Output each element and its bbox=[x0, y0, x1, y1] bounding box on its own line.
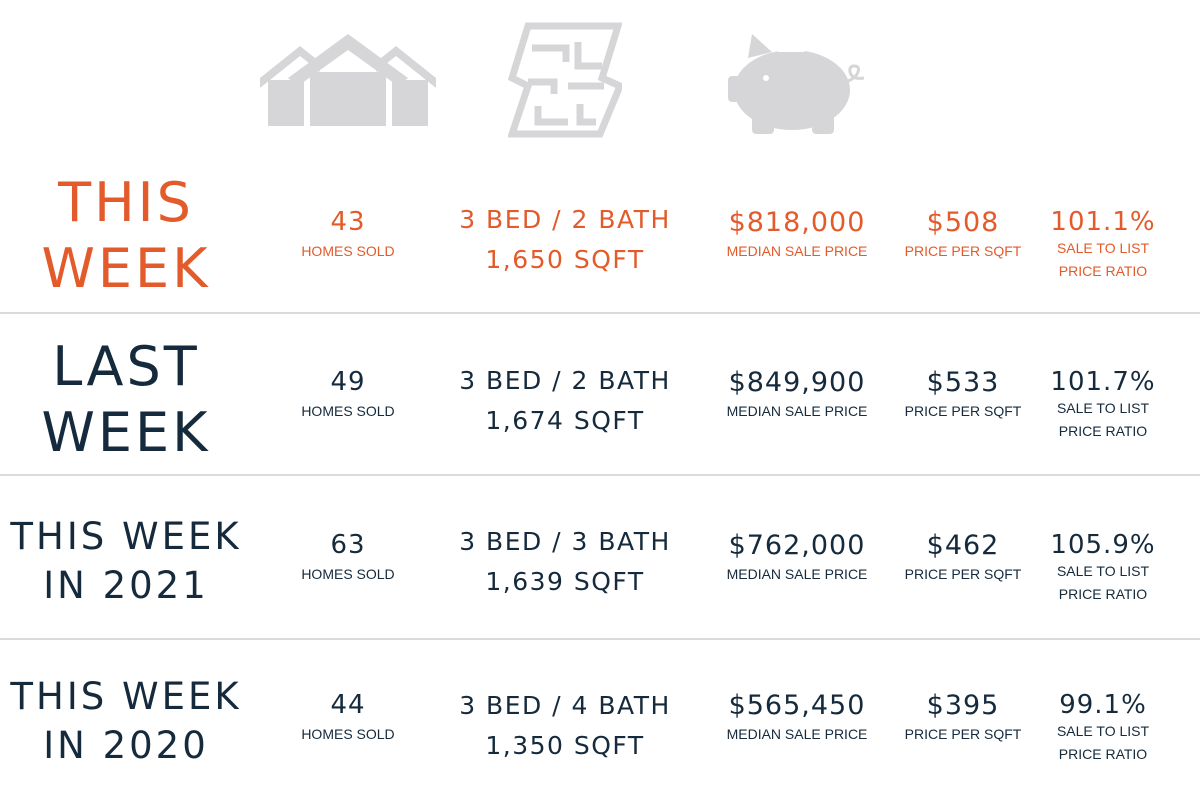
sqft-value: 1,674 SQFT bbox=[485, 406, 645, 435]
price-per-sqft-value: $462 bbox=[926, 530, 1000, 561]
icon-header bbox=[0, 0, 1200, 150]
piggy-bank-icon bbox=[726, 30, 870, 138]
row-title-line1: LAST bbox=[52, 335, 200, 398]
bed-bath-value: 3 BED / 2 BATH bbox=[459, 366, 671, 395]
median-price-cell: $818,000 MEDIAN SALE PRICE bbox=[712, 209, 882, 261]
sale-to-list-cell: 99.1% SALE TO LIST PRICE RATIO bbox=[1040, 692, 1166, 764]
homes-sold-value: 43 bbox=[330, 207, 366, 237]
median-price-label: MEDIAN SALE PRICE bbox=[726, 243, 868, 259]
row-this-week-2021: THIS WEEK IN 2021 63 HOMES SOLD 3 BED / … bbox=[0, 476, 1200, 638]
row-title-line1: THIS WEEK bbox=[10, 675, 242, 718]
bed-bath-cell: 3 BED / 3 BATH 1,639 SQFT bbox=[440, 529, 690, 594]
median-price-label: MEDIAN SALE PRICE bbox=[726, 403, 868, 419]
median-price-value: $762,000 bbox=[728, 530, 866, 561]
sale-to-list-value: 101.1% bbox=[1050, 207, 1156, 237]
row-last-week: LAST WEEK 49 HOMES SOLD 3 BED / 2 BATH 1… bbox=[0, 314, 1200, 474]
homes-sold-value: 63 bbox=[330, 530, 366, 560]
row-divider bbox=[0, 312, 1200, 314]
sale-to-list-label-2: PRICE RATIO bbox=[1058, 263, 1148, 279]
price-per-sqft-value: $508 bbox=[926, 207, 1000, 238]
row-title-line2: WEEK bbox=[41, 237, 211, 300]
row-title-line1: THIS WEEK bbox=[10, 515, 242, 558]
row-title: THIS WEEK bbox=[0, 176, 252, 296]
homes-sold-label: HOMES SOLD bbox=[301, 726, 395, 742]
sqft-value: 1,650 SQFT bbox=[485, 245, 645, 274]
row-title: LAST WEEK bbox=[0, 340, 252, 460]
sale-to-list-cell: 105.9% SALE TO LIST PRICE RATIO bbox=[1040, 532, 1166, 604]
price-per-sqft-value: $533 bbox=[926, 367, 1000, 398]
sale-to-list-value: 105.9% bbox=[1050, 530, 1156, 560]
sale-to-list-cell: 101.7% SALE TO LIST PRICE RATIO bbox=[1040, 369, 1166, 441]
homes-sold-label: HOMES SOLD bbox=[301, 403, 395, 419]
bed-bath-value: 3 BED / 4 BATH bbox=[459, 691, 671, 720]
homes-sold-cell: 43 HOMES SOLD bbox=[288, 209, 408, 261]
median-price-cell: $849,900 MEDIAN SALE PRICE bbox=[712, 369, 882, 421]
houses-icon bbox=[258, 34, 438, 128]
median-price-label: MEDIAN SALE PRICE bbox=[726, 566, 868, 582]
sale-to-list-value: 101.7% bbox=[1050, 367, 1156, 397]
row-divider bbox=[0, 638, 1200, 640]
homes-sold-label: HOMES SOLD bbox=[301, 243, 395, 259]
bed-bath-cell: 3 BED / 2 BATH 1,650 SQFT bbox=[440, 207, 690, 272]
bed-bath-cell: 3 BED / 2 BATH 1,674 SQFT bbox=[440, 368, 690, 433]
sqft-value: 1,350 SQFT bbox=[485, 731, 645, 760]
sale-to-list-label-1: SALE TO LIST bbox=[1056, 563, 1150, 579]
median-price-value: $849,900 bbox=[728, 367, 866, 398]
sale-to-list-label-2: PRICE RATIO bbox=[1058, 746, 1148, 762]
price-per-sqft-value: $395 bbox=[926, 690, 1000, 721]
price-per-sqft-cell: $508 PRICE PER SQFT bbox=[898, 209, 1028, 261]
price-per-sqft-cell: $462 PRICE PER SQFT bbox=[898, 532, 1028, 584]
price-per-sqft-cell: $395 PRICE PER SQFT bbox=[898, 692, 1028, 744]
row-title-line1: THIS bbox=[58, 171, 194, 234]
floor-plan-icon bbox=[508, 22, 622, 138]
row-this-week: THIS WEEK 43 HOMES SOLD 3 BED / 2 BATH 1… bbox=[0, 150, 1200, 312]
sale-to-list-label-1: SALE TO LIST bbox=[1056, 723, 1150, 739]
median-price-label: MEDIAN SALE PRICE bbox=[726, 726, 868, 742]
bed-bath-value: 3 BED / 2 BATH bbox=[459, 205, 671, 234]
homes-sold-value: 49 bbox=[330, 367, 366, 397]
row-title-line2: IN 2020 bbox=[43, 724, 209, 767]
sale-to-list-label-2: PRICE RATIO bbox=[1058, 586, 1148, 602]
row-title-line2: WEEK bbox=[41, 401, 211, 464]
median-price-value: $818,000 bbox=[728, 207, 866, 238]
row-this-week-2020: THIS WEEK IN 2020 44 HOMES SOLD 3 BED / … bbox=[0, 640, 1200, 800]
median-price-cell: $565,450 MEDIAN SALE PRICE bbox=[712, 692, 882, 744]
sale-to-list-cell: 101.1% SALE TO LIST PRICE RATIO bbox=[1040, 209, 1166, 281]
median-price-value: $565,450 bbox=[728, 690, 866, 721]
row-divider bbox=[0, 474, 1200, 476]
price-per-sqft-label: PRICE PER SQFT bbox=[904, 403, 1022, 419]
price-per-sqft-label: PRICE PER SQFT bbox=[904, 566, 1022, 582]
homes-sold-label: HOMES SOLD bbox=[301, 566, 395, 582]
median-price-cell: $762,000 MEDIAN SALE PRICE bbox=[712, 532, 882, 584]
homes-sold-cell: 63 HOMES SOLD bbox=[288, 532, 408, 584]
bed-bath-value: 3 BED / 3 BATH bbox=[459, 527, 671, 556]
sale-to-list-label-1: SALE TO LIST bbox=[1056, 400, 1150, 416]
sqft-value: 1,639 SQFT bbox=[485, 567, 645, 596]
sale-to-list-label-2: PRICE RATIO bbox=[1058, 423, 1148, 439]
bed-bath-cell: 3 BED / 4 BATH 1,350 SQFT bbox=[440, 693, 690, 758]
price-per-sqft-cell: $533 PRICE PER SQFT bbox=[898, 369, 1028, 421]
row-title: THIS WEEK IN 2020 bbox=[0, 678, 252, 764]
row-title: THIS WEEK IN 2021 bbox=[0, 518, 252, 604]
homes-sold-value: 44 bbox=[330, 690, 366, 720]
homes-sold-cell: 49 HOMES SOLD bbox=[288, 369, 408, 421]
price-per-sqft-label: PRICE PER SQFT bbox=[904, 243, 1022, 259]
sale-to-list-value: 99.1% bbox=[1059, 690, 1147, 720]
sale-to-list-label-1: SALE TO LIST bbox=[1056, 240, 1150, 256]
price-per-sqft-label: PRICE PER SQFT bbox=[904, 726, 1022, 742]
homes-sold-cell: 44 HOMES SOLD bbox=[288, 692, 408, 744]
row-title-line2: IN 2021 bbox=[43, 564, 209, 607]
